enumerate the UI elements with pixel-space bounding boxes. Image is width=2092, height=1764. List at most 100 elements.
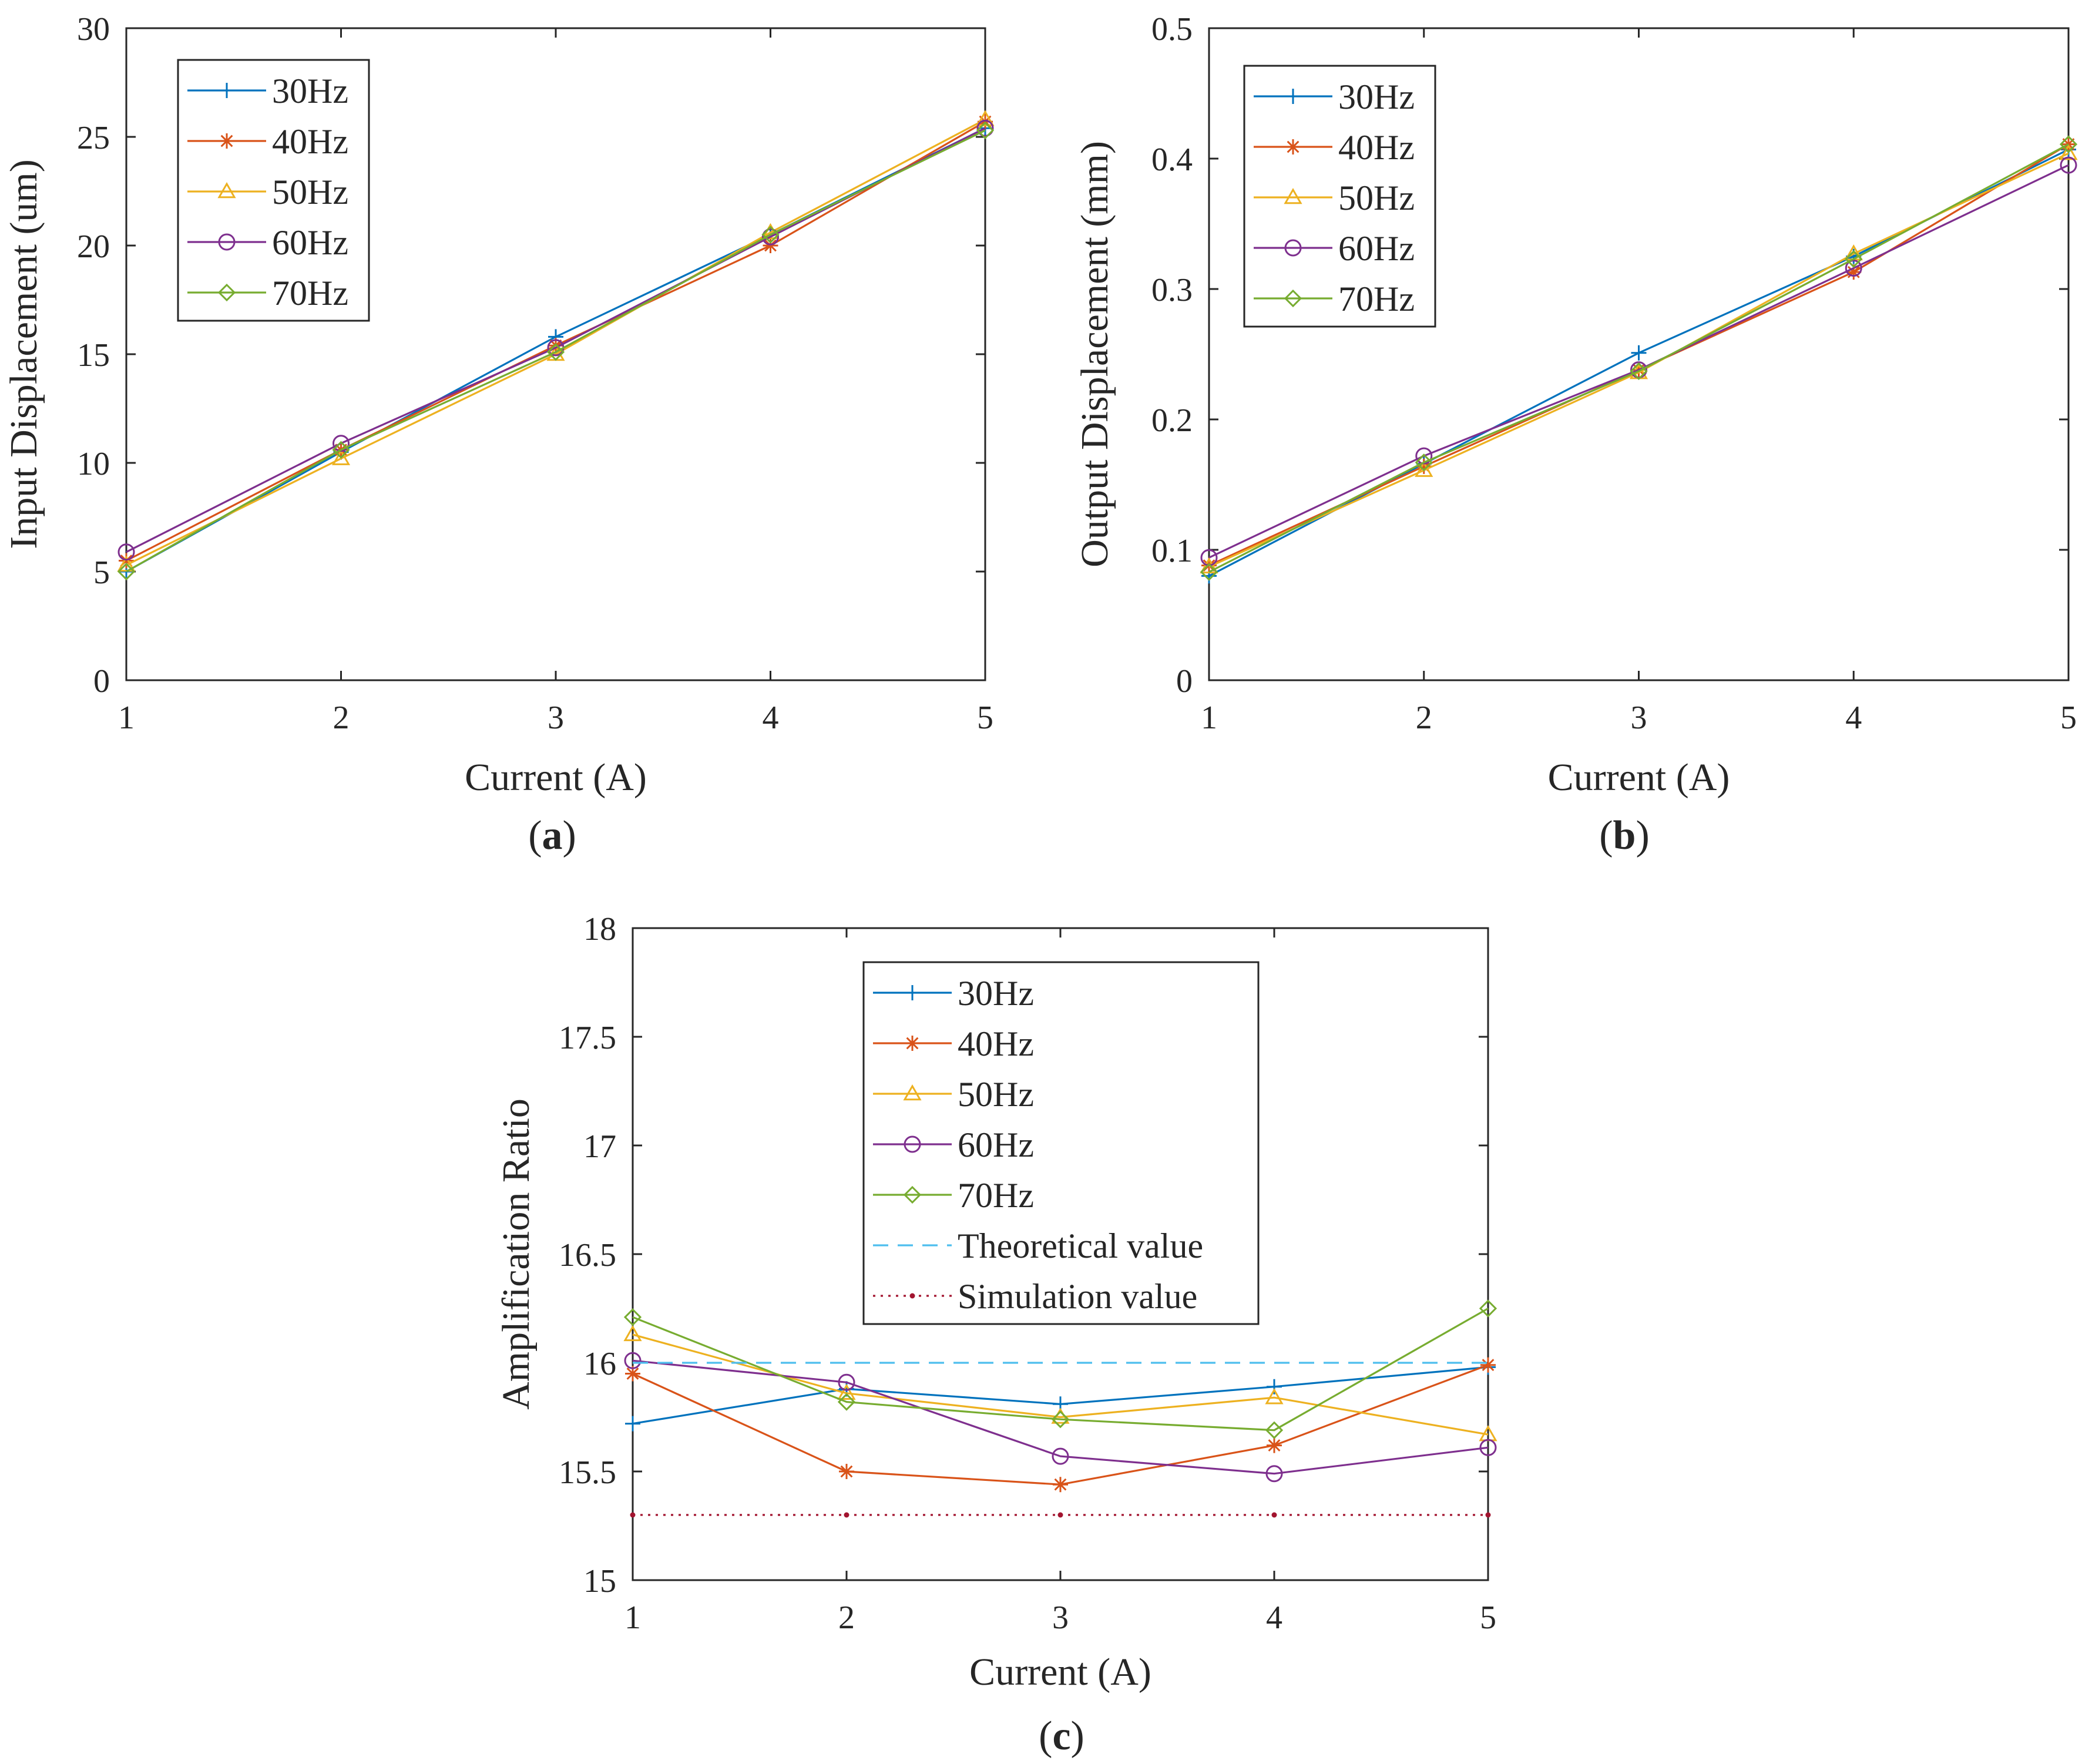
- y-tick-label: 25: [77, 120, 110, 156]
- legend: 30Hz 40Hz 50Hz 60Hz 70Hz Theoretical value Sim…: [862, 961, 1260, 1325]
- y-axis-label: Input Displacement (um): [2, 159, 45, 549]
- data-point-40hz: [1053, 1477, 1068, 1493]
- data-point-simulation-value: [1057, 1512, 1063, 1518]
- data-point-60hz: [624, 1352, 642, 1369]
- data-point-60hz: [838, 1373, 855, 1391]
- data-point-50hz: [1200, 557, 1218, 574]
- legend-label: 30Hz: [272, 72, 348, 110]
- y-tick-label: 0.2: [1151, 402, 1193, 439]
- legend-label: 60Hz: [272, 223, 348, 262]
- data-point-60hz: [1052, 1447, 1069, 1465]
- series-40hz: [625, 1357, 1496, 1493]
- legend-box: [1243, 65, 1436, 328]
- x-tick-label: 3: [1631, 700, 1647, 736]
- series-line-50hz: [126, 118, 986, 566]
- data-point-70hz: [332, 441, 350, 459]
- data-point-30hz: [1631, 345, 1647, 361]
- legend-label: Simulation value: [958, 1277, 1197, 1316]
- data-point-60hz: [333, 435, 350, 452]
- legend-marker-60hz: [904, 1135, 921, 1153]
- legend-marker-30hz: [905, 985, 920, 1000]
- chart-c-amplification-ratio: 1 2 3 4 5 15 15.5 16 16.5 17 17.5 18 Current (A) Ampl…: [495, 911, 1497, 1694]
- data-point-simulation-value: [1271, 1512, 1277, 1518]
- legend-label: 60Hz: [958, 1125, 1034, 1164]
- data-point-60hz: [1265, 1465, 1283, 1483]
- x-tick-label: 3: [548, 700, 564, 736]
- legend-label: 40Hz: [1338, 128, 1415, 167]
- legend-entry-60hz: 60Hz: [873, 1125, 1034, 1164]
- legend-entry-30hz: 30Hz: [1254, 78, 1415, 116]
- y-tick-label: 0: [1176, 663, 1193, 700]
- data-point-60hz: [976, 119, 994, 137]
- legend-label: 50Hz: [272, 173, 348, 211]
- y-tick-label: 17: [583, 1128, 616, 1165]
- y-tick-label: 15: [77, 337, 110, 374]
- data-point-40hz: [119, 553, 134, 569]
- data-point-60hz: [1479, 1439, 1497, 1456]
- legend-label: 40Hz: [272, 122, 348, 161]
- chart-a-input-displacement: 1 2 3 4 5 0 5 10 15 20 25 30 Current (A) Input Displa…: [2, 11, 995, 799]
- y-axis-label: Amplification Ratio: [495, 1098, 538, 1410]
- data-point-70hz: [761, 226, 780, 244]
- legend-entry-60hz: 60Hz: [1254, 229, 1415, 268]
- series-simulation-value: [630, 1512, 1491, 1518]
- panel-tag-a: (a): [528, 813, 576, 858]
- y-tick-label: 17.5: [559, 1020, 616, 1056]
- data-point-40hz: [1480, 1357, 1496, 1373]
- legend-marker-60hz: [218, 233, 236, 251]
- data-point-simulation-value: [844, 1512, 849, 1518]
- panel-tag-b: (b): [1599, 813, 1650, 858]
- y-tick-label: 5: [93, 555, 110, 591]
- data-point-40hz: [763, 238, 778, 253]
- data-point-50hz: [837, 1383, 856, 1400]
- x-tick-label: 2: [333, 700, 350, 736]
- data-point-50hz: [623, 1325, 642, 1342]
- x-tick-label: 5: [2060, 700, 2077, 736]
- legend-marker-50hz: [903, 1084, 922, 1101]
- legend-entry-60hz: 60Hz: [187, 223, 348, 262]
- x-axis-label: Current (A): [465, 756, 647, 799]
- data-point-60hz: [762, 228, 779, 246]
- legend-entry-40hz: 40Hz: [873, 1024, 1034, 1063]
- data-point-simulation-value: [1485, 1512, 1491, 1518]
- legend-marker-40hz: [1285, 139, 1301, 154]
- legend-marker-70hz: [217, 283, 236, 302]
- data-point-60hz: [117, 543, 135, 561]
- series-60hz: [624, 1352, 1497, 1483]
- legend-marker-70hz: [903, 1185, 922, 1204]
- series-30hz: [625, 1359, 1496, 1432]
- panel-tag-c: (c): [1039, 1713, 1084, 1759]
- legend: 30Hz 40Hz 50Hz 60Hz 70Hz: [1243, 65, 1436, 328]
- legend-marker-simulation-value: [909, 1293, 915, 1299]
- data-point-40hz: [839, 1464, 854, 1479]
- legend-entry-50hz: 50Hz: [1254, 179, 1415, 217]
- legend-marker-60hz: [1284, 239, 1302, 257]
- legend-label: 30Hz: [1338, 78, 1415, 116]
- y-tick-label: 0.1: [1151, 533, 1193, 569]
- data-point-70hz: [117, 562, 136, 581]
- x-tick-label: 3: [1052, 1600, 1069, 1636]
- legend-label: 50Hz: [958, 1075, 1034, 1114]
- legend-entry-30hz: 30Hz: [873, 974, 1034, 1013]
- y-tick-label: 0.4: [1151, 142, 1193, 178]
- legend-marker-50hz: [217, 182, 236, 199]
- y-tick-label: 0.5: [1151, 11, 1193, 48]
- x-tick-label: 4: [1845, 700, 1862, 736]
- data-point-40hz: [1846, 264, 1862, 280]
- x-axis-label: Current (A): [1548, 756, 1730, 799]
- y-tick-label: 15: [583, 1563, 616, 1600]
- legend-label: 40Hz: [958, 1024, 1034, 1063]
- legend-entry-30hz: 30Hz: [187, 72, 348, 110]
- data-point-30hz: [625, 1416, 640, 1432]
- data-point-70hz: [2059, 135, 2078, 153]
- series-line-60hz: [632, 1359, 1489, 1475]
- y-tick-label: 15.5: [559, 1454, 616, 1491]
- series-60hz: [1200, 156, 2077, 566]
- legend: 30Hz 40Hz 50Hz 60Hz 70Hz: [177, 59, 370, 322]
- y-tick-label: 0.3: [1151, 272, 1193, 308]
- data-point-50hz: [1415, 461, 1433, 477]
- series-70hz: [623, 1299, 1497, 1439]
- y-tick-label: 16: [583, 1346, 616, 1382]
- data-point-70hz: [546, 343, 565, 361]
- data-point-40hz: [625, 1366, 640, 1382]
